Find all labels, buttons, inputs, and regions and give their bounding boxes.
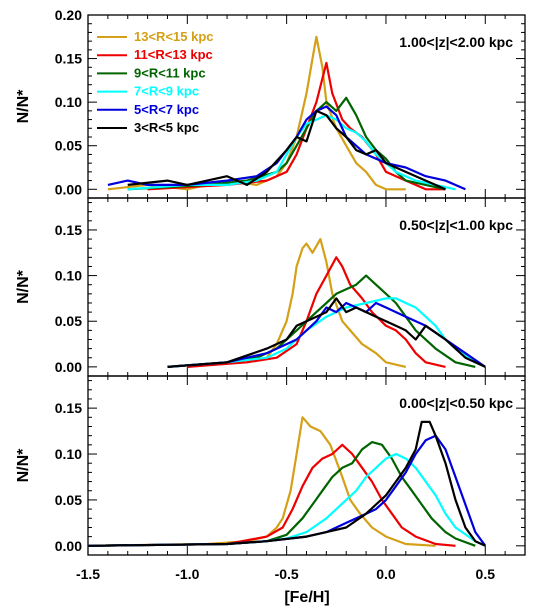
series-line-2 [87,443,456,547]
y-tick-label: 0.00 [55,181,82,197]
x-tick-label: 0.5 [476,566,496,582]
y-tick-label: 0.00 [55,538,82,554]
panel-z-range-label: 1.00<|z|<2.00 kpc [399,34,513,50]
legend-label: 5<R<7 kpc [134,102,199,117]
x-axis-tick-labels: -1.5 -1.0 -0.5 0.0 0.5 [76,566,495,582]
series-line-5 [107,105,466,191]
panel-2: 0.00 0.05 0.10 0.15 N/N* 0.50<|z|<1.00 kpc [15,197,526,377]
y-axis-title: N/N* [15,448,32,483]
y-tick-label: 0.05 [55,492,82,508]
series-line-4 [127,114,456,191]
y-tick-label: 0.10 [55,94,82,110]
series-line-3 [87,441,476,547]
x-axis-title: [Fe/H] [284,589,329,606]
legend: 13<R<15 kpc 11<R<13 kpc 9<R<11 kpc 7<R<9 kp… [97,29,214,135]
legend-label: 13<R<15 kpc [134,29,214,44]
series-line-5 [167,301,486,368]
y-tick-label: 0.00 [55,359,82,375]
y-tick-label: 0.15 [55,222,82,238]
legend-label: 7<R<9 kpc [134,84,199,99]
y-tick-label: 0.10 [55,268,82,284]
y-axis-title: N/N* [15,269,32,304]
panel-z-range-label: 0.00<|z|<0.50 kpc [399,395,513,411]
y-tick-label: 0.15 [55,51,82,67]
series-line-6 [127,109,446,191]
panel-z-range-label: 0.50<|z|<1.00 kpc [399,217,513,233]
legend-label: 9<R<11 kpc [134,65,206,80]
series-line-1 [187,238,407,368]
y-axis-title: N/N* [15,89,32,124]
series-line-6 [87,420,486,547]
series-line-6 [167,297,486,368]
panel-3: 0.00 0.05 0.10 0.15 N/N* 0.00<|z|<0.50 kpc [15,375,526,556]
series-line-5 [87,434,487,547]
y-tick-label: 0.15 [55,400,82,416]
y-tick-label: 0.05 [55,138,82,154]
chart-panels: 0.00 0.05 0.10 0.15 0.20 N/N* 1.00<|z|<2.00 kp… [15,7,526,556]
y-tick-label: 0.10 [55,446,82,462]
y-tick-label: 0.20 [55,7,82,23]
x-tick-label: -1.0 [175,566,199,582]
legend-label: 11<R<13 kpc [134,47,213,62]
series-line-2 [187,256,446,368]
series-line-4 [87,452,486,547]
legend-label: 3<R<5 kpc [134,120,199,135]
x-tick-label: 0.0 [376,566,396,582]
x-tick-label: -1.5 [76,566,100,582]
x-tick-label: -0.5 [275,566,299,582]
panel-1: 0.00 0.05 0.10 0.15 0.20 N/N* 1.00<|z|<2.00 kp… [15,7,526,199]
series-line-1 [87,416,436,547]
y-tick-label: 0.05 [55,313,82,329]
